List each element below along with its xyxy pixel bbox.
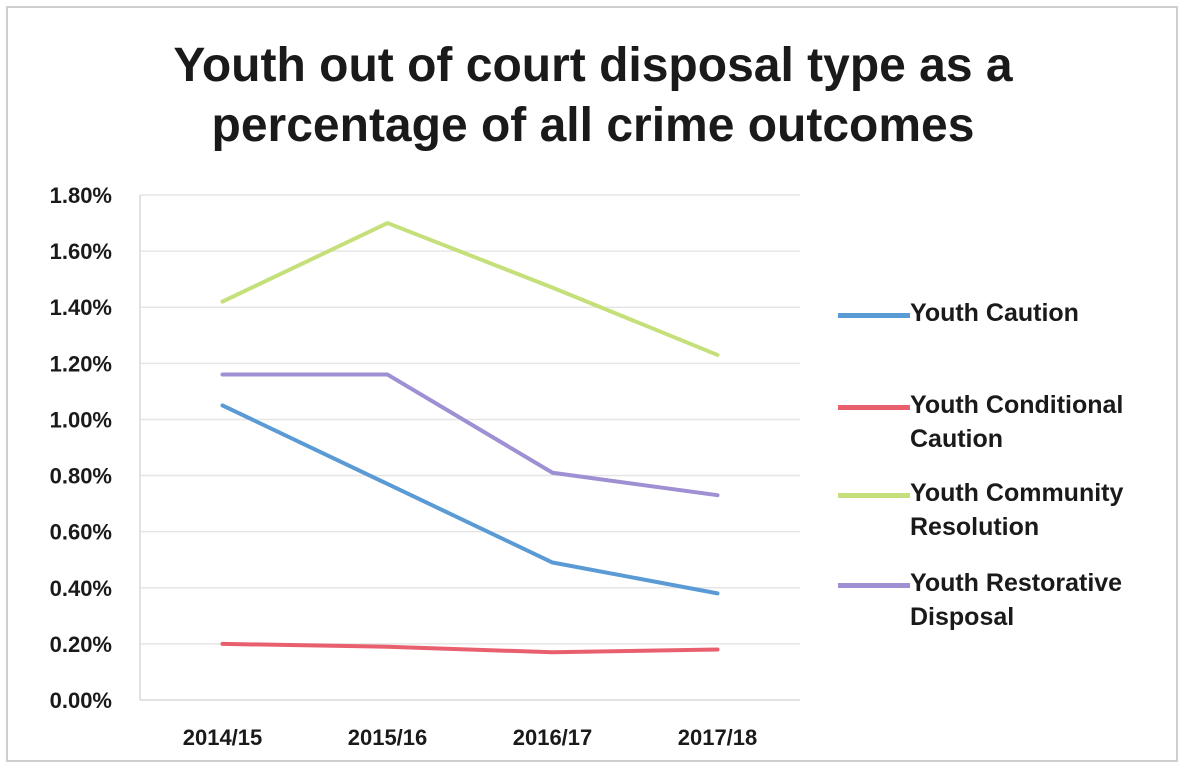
y-tick-label: 1.20% bbox=[50, 351, 112, 376]
x-tick-label: 2017/18 bbox=[678, 725, 758, 750]
y-tick-label: 0.60% bbox=[50, 520, 112, 545]
chart-title-line-1: Youth out of court disposal type as a bbox=[173, 39, 1013, 92]
series-line-youth-community-resolution bbox=[220, 221, 720, 357]
legend-item-youth-restorative-disposal: Youth Restorative Disposal bbox=[838, 566, 1160, 634]
gridlines bbox=[140, 194, 800, 645]
legend-swatch bbox=[838, 405, 910, 410]
legend-label: Youth Restorative Disposal bbox=[910, 569, 1123, 631]
series-line-youth-restorative-disposal bbox=[220, 372, 720, 498]
legend-item-youth-conditional-caution: Youth Conditional Caution bbox=[838, 388, 1160, 456]
tick-labels: 0.00% 0.20% 0.40% 0.60% 0.80% 1.00% 1.20% 1.40%… bbox=[50, 183, 758, 750]
legend-label: Youth Community Resolution bbox=[910, 479, 1124, 541]
legend-item-youth-community-resolution: Youth Community Resolution bbox=[838, 476, 1160, 544]
series-lines bbox=[220, 221, 720, 655]
legend-swatch bbox=[838, 313, 910, 318]
legend-item-youth-caution: Youth Caution bbox=[838, 296, 1160, 330]
y-tick-label: 0.80% bbox=[50, 464, 112, 489]
y-tick-label: 1.00% bbox=[50, 407, 112, 432]
axes bbox=[139, 195, 800, 701]
y-tick-label: 1.80% bbox=[50, 183, 112, 208]
chart-frame bbox=[6, 6, 1178, 762]
x-tick-label: 2014/15 bbox=[183, 725, 263, 750]
series-line-youth-conditional-caution bbox=[220, 641, 720, 655]
series-line-youth-caution bbox=[220, 403, 720, 596]
y-tick-label: 1.40% bbox=[50, 295, 112, 320]
y-tick-label: 0.40% bbox=[50, 576, 112, 601]
legend-label: Youth Caution bbox=[910, 299, 1079, 327]
legend-swatch bbox=[838, 493, 910, 498]
x-tick-label: 2015/16 bbox=[348, 725, 428, 750]
y-tick-label: 0.00% bbox=[50, 688, 112, 713]
y-tick-label: 0.20% bbox=[50, 632, 112, 657]
legend-swatch bbox=[838, 583, 910, 588]
x-tick-label: 2016/17 bbox=[513, 725, 593, 750]
chart-title-line-2: percentage of all crime outcomes bbox=[211, 99, 975, 152]
legend-label: Youth Conditional Caution bbox=[910, 391, 1124, 453]
y-tick-label: 1.60% bbox=[50, 239, 112, 264]
chart-title: Youth out of court disposal type as a pe… bbox=[0, 36, 1186, 156]
